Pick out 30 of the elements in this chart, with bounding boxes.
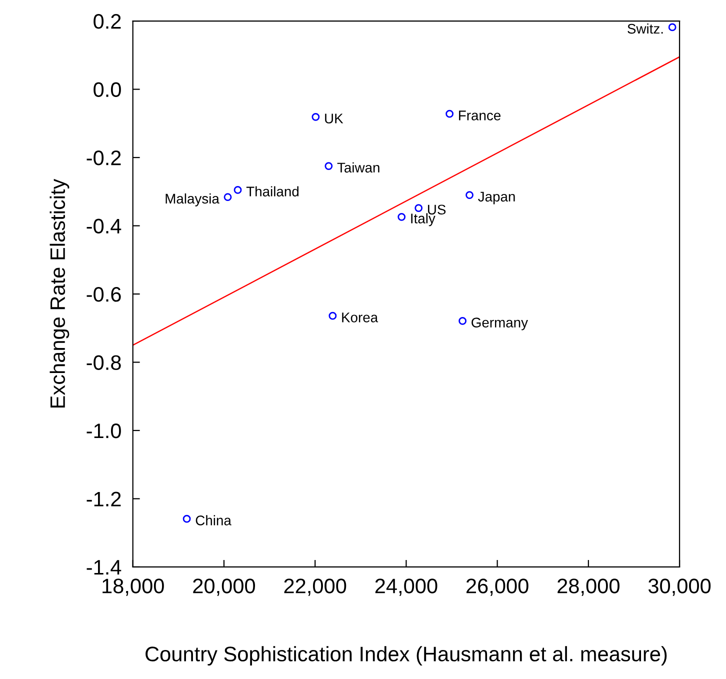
annotation: Germany xyxy=(472,318,528,330)
annotation: Switz. xyxy=(628,23,663,34)
annotation: UK xyxy=(325,114,344,124)
y-tick-label: -0.6 xyxy=(86,287,121,302)
y-tick-label: 0.2 xyxy=(94,14,121,29)
annotation: Taiwan xyxy=(337,162,380,173)
x-tick-label: 28,000 xyxy=(558,578,620,596)
x-tick-label: 22,000 xyxy=(284,578,346,596)
y-tick-label: -0.4 xyxy=(86,218,122,234)
y-tick-label: -0.2 xyxy=(86,150,121,166)
x-tick-label: 20,000 xyxy=(193,578,256,596)
y-tick-label: 0.0 xyxy=(94,82,121,98)
y-tick-label: -1.0 xyxy=(86,423,121,438)
y-axis-title: Exchange Rate Elasticity xyxy=(50,178,70,408)
x-axis-title: Country Sophistication Index (Hausmann et al. measure) xyxy=(146,646,667,666)
x-tick-label: 24,000 xyxy=(375,578,438,596)
x-tick-label: 30,000 xyxy=(648,578,711,596)
annotation: Japan xyxy=(478,192,515,204)
annotation: Italy xyxy=(411,213,436,226)
y-tick-label: -1.2 xyxy=(86,492,121,506)
y-tick-label: -1.4 xyxy=(86,560,122,575)
y-tick-label: -0.8 xyxy=(86,355,121,370)
x-tick-label: 18,000 xyxy=(102,578,164,596)
annotation: Thailand xyxy=(246,186,298,196)
annotation: China xyxy=(196,515,232,526)
annotation: US xyxy=(428,204,446,215)
annotation: Korea xyxy=(342,312,378,322)
x-tick-label: 26,000 xyxy=(466,578,528,596)
annotation: Malaysia xyxy=(166,193,220,206)
annotation: France xyxy=(459,110,501,120)
